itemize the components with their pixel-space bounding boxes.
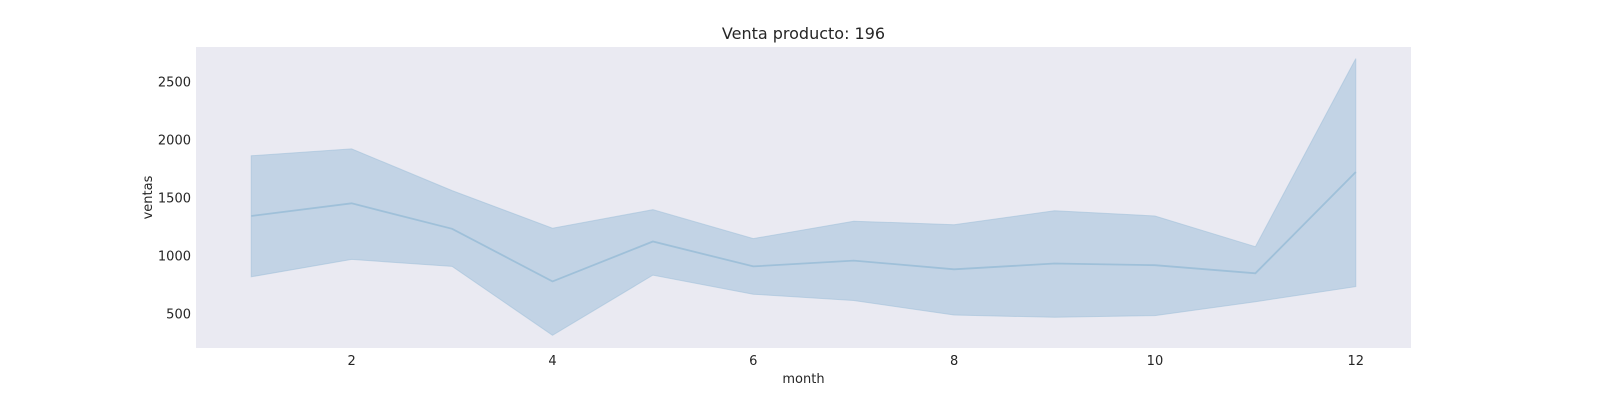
x-axis-label: month — [782, 372, 824, 387]
y-tick-label: 1000 — [158, 249, 191, 264]
x-tick-label: 4 — [548, 354, 556, 369]
chart-title: Venta producto: 196 — [722, 24, 885, 43]
x-axis-ticks: 2 4 6 8 10 12 — [347, 354, 1364, 369]
y-tick-label: 1500 — [158, 192, 191, 207]
y-axis-ticks: 500 1000 1500 2000 2500 — [158, 76, 191, 323]
x-tick-label: 6 — [749, 354, 757, 369]
confidence-band-layer — [250, 58, 1357, 336]
y-tick-label: 500 — [166, 307, 191, 322]
y-axis-label: ventas — [141, 175, 156, 219]
series-line-layer — [251, 171, 1357, 283]
y-tick-label: 2000 — [158, 134, 191, 149]
series-line — [251, 171, 1357, 283]
x-tick-label: 10 — [1147, 354, 1164, 369]
x-tick-label: 2 — [347, 354, 355, 369]
y-tick-label: 2500 — [158, 76, 191, 91]
confidence-band — [250, 58, 1357, 336]
x-tick-label: 12 — [1347, 354, 1364, 369]
x-tick-label: 8 — [950, 354, 958, 369]
